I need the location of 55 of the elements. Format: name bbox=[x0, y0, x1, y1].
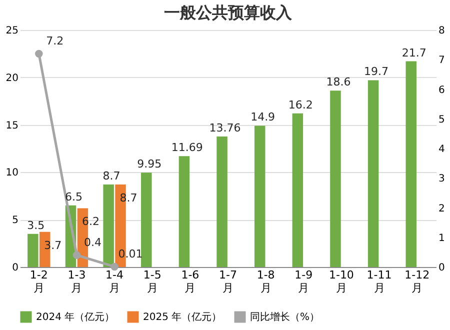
bar bbox=[103, 184, 114, 267]
y-tick-label: 20 bbox=[6, 72, 18, 84]
x-tick-label: 1-11 月 bbox=[366, 268, 392, 294]
chart-title: 一般公共预算收入 bbox=[164, 3, 293, 22]
data-label: 9.95 bbox=[137, 158, 162, 171]
y2-tick-label: 2 bbox=[438, 203, 445, 214]
bar bbox=[216, 136, 228, 267]
data-label: 19.7 bbox=[364, 65, 389, 78]
y-tick-label: 15 bbox=[6, 120, 18, 132]
bar bbox=[330, 90, 341, 267]
y2-tick-label: 8 bbox=[438, 26, 445, 36]
data-label: 13.76 bbox=[209, 122, 241, 135]
x-tick-label: 1-10 月 bbox=[328, 268, 354, 294]
x-tick-label: 1-8 月 bbox=[256, 268, 275, 294]
y-tick-label: 5 bbox=[12, 215, 18, 226]
y2-tick-label: 6 bbox=[438, 84, 445, 96]
data-label: 7.2 bbox=[46, 34, 64, 48]
x-tick-label: 1-6 月 bbox=[181, 268, 200, 294]
x-tick-label: 1-9 月 bbox=[294, 268, 313, 294]
bar bbox=[178, 156, 190, 267]
legend-label: 2025 年（亿元） bbox=[143, 311, 222, 323]
y2-tick-label: 1 bbox=[438, 232, 445, 244]
x-tick-label: 1-4 月 bbox=[106, 268, 124, 294]
x-tick-label: 1-5 月 bbox=[143, 268, 162, 294]
bar bbox=[368, 80, 379, 267]
point bbox=[35, 50, 43, 58]
x-tick-label: 1-7 月 bbox=[219, 268, 237, 294]
data-label: 6.5 bbox=[64, 190, 82, 204]
data-label: 21.7 bbox=[402, 46, 426, 60]
data-label: 8.7 bbox=[102, 170, 120, 183]
point bbox=[72, 251, 81, 260]
data-label: 18.6 bbox=[326, 76, 351, 89]
legend-label: 同比增长（%） bbox=[250, 311, 320, 323]
y2-tick-label: 0 bbox=[438, 262, 445, 274]
x-tick-label: 1-2 月 bbox=[30, 268, 48, 294]
y-tick-label: 25 bbox=[6, 26, 18, 36]
bar bbox=[141, 172, 152, 267]
y2-tick-label: 4 bbox=[438, 144, 445, 155]
bar bbox=[28, 234, 38, 267]
data-label: 11.69 bbox=[171, 141, 203, 154]
point bbox=[110, 262, 118, 271]
x-tick-label: 1-12 月 bbox=[404, 268, 430, 294]
legend-label: 2024 年（亿元） bbox=[36, 311, 115, 323]
y2-tick-label: 5 bbox=[438, 114, 445, 126]
bar bbox=[254, 126, 266, 267]
y-tick-label: 10 bbox=[6, 168, 18, 179]
data-label: 14.9 bbox=[250, 110, 276, 124]
x-tick-label: 1-3 月 bbox=[68, 268, 86, 294]
data-label: 3.5 bbox=[27, 218, 45, 232]
y2-tick-label: 3 bbox=[438, 174, 445, 185]
bar bbox=[406, 61, 416, 267]
data-label: 16.2 bbox=[288, 98, 313, 112]
y2-tick-label: 7 bbox=[438, 55, 445, 66]
y-tick-label: 0 bbox=[12, 262, 18, 274]
bar bbox=[292, 113, 304, 267]
